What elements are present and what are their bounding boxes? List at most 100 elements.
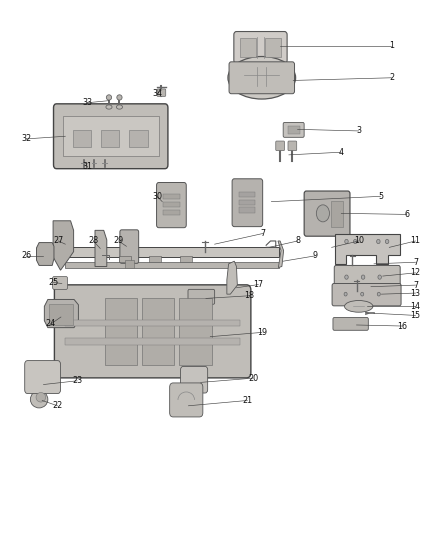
Bar <box>239 191 255 197</box>
Text: 25: 25 <box>48 278 58 287</box>
Ellipse shape <box>117 105 123 109</box>
FancyBboxPatch shape <box>25 361 60 393</box>
Text: 17: 17 <box>253 280 263 289</box>
FancyBboxPatch shape <box>304 191 350 236</box>
Text: 31: 31 <box>82 162 92 171</box>
Ellipse shape <box>378 275 381 279</box>
Text: 30: 30 <box>152 192 162 201</box>
FancyBboxPatch shape <box>157 89 166 96</box>
Text: 29: 29 <box>113 237 124 246</box>
Text: 14: 14 <box>410 302 420 311</box>
Bar <box>65 247 279 257</box>
Ellipse shape <box>117 95 122 100</box>
Ellipse shape <box>377 239 380 244</box>
Polygon shape <box>44 300 78 328</box>
Ellipse shape <box>30 391 48 408</box>
Text: 27: 27 <box>53 237 64 246</box>
FancyBboxPatch shape <box>333 318 368 330</box>
FancyBboxPatch shape <box>283 123 304 138</box>
Text: 2: 2 <box>389 73 394 82</box>
Text: 3: 3 <box>356 126 361 135</box>
Bar <box>119 256 131 262</box>
Text: 7: 7 <box>260 229 265 238</box>
FancyBboxPatch shape <box>288 141 297 151</box>
Bar <box>265 38 282 56</box>
FancyBboxPatch shape <box>54 285 251 378</box>
Bar <box>180 256 192 262</box>
Ellipse shape <box>228 56 296 99</box>
Ellipse shape <box>345 301 373 312</box>
Polygon shape <box>335 233 400 264</box>
FancyBboxPatch shape <box>120 230 139 263</box>
Bar <box>142 298 174 365</box>
Text: 33: 33 <box>82 98 92 107</box>
Ellipse shape <box>385 239 389 244</box>
Bar <box>239 207 255 213</box>
Text: 1: 1 <box>389 42 394 51</box>
Ellipse shape <box>316 205 329 222</box>
Text: 5: 5 <box>378 192 383 201</box>
Ellipse shape <box>360 292 364 296</box>
Ellipse shape <box>345 275 348 279</box>
Bar <box>105 298 138 365</box>
Bar <box>163 201 180 207</box>
FancyBboxPatch shape <box>156 182 186 228</box>
Text: 8: 8 <box>295 237 300 246</box>
FancyBboxPatch shape <box>180 367 208 393</box>
Bar <box>130 130 148 147</box>
Text: 10: 10 <box>354 237 364 246</box>
FancyBboxPatch shape <box>170 383 203 417</box>
Ellipse shape <box>353 239 357 244</box>
Text: 12: 12 <box>410 269 420 277</box>
Text: 23: 23 <box>72 376 82 385</box>
Text: 7: 7 <box>413 280 418 289</box>
Text: 6: 6 <box>404 210 409 219</box>
Text: 22: 22 <box>52 401 63 410</box>
Polygon shape <box>95 230 107 266</box>
Ellipse shape <box>361 275 365 279</box>
FancyBboxPatch shape <box>332 284 401 306</box>
Bar <box>65 338 240 345</box>
Bar <box>63 116 159 157</box>
Bar <box>101 130 120 147</box>
Text: 19: 19 <box>257 328 267 337</box>
Bar <box>65 320 240 326</box>
Text: 32: 32 <box>21 134 31 143</box>
Text: 13: 13 <box>410 288 420 297</box>
Text: 34: 34 <box>152 89 162 98</box>
Bar <box>49 304 73 325</box>
Text: 28: 28 <box>88 237 98 246</box>
Bar <box>125 260 134 268</box>
FancyBboxPatch shape <box>53 104 168 168</box>
Text: 18: 18 <box>244 291 254 300</box>
Bar <box>239 199 255 205</box>
Bar <box>163 209 180 215</box>
Polygon shape <box>53 221 74 270</box>
Ellipse shape <box>106 105 112 109</box>
FancyBboxPatch shape <box>188 289 215 304</box>
Polygon shape <box>278 241 284 268</box>
Bar <box>73 130 91 147</box>
Polygon shape <box>227 261 237 294</box>
Text: 9: 9 <box>312 252 318 260</box>
FancyBboxPatch shape <box>229 62 294 94</box>
Bar <box>331 201 343 227</box>
Ellipse shape <box>36 392 46 402</box>
Bar <box>65 262 279 268</box>
Bar <box>179 298 212 365</box>
Bar <box>149 256 161 262</box>
FancyBboxPatch shape <box>232 179 263 227</box>
Text: 20: 20 <box>248 374 258 383</box>
Text: 16: 16 <box>397 321 407 330</box>
Text: 4: 4 <box>339 148 344 157</box>
FancyBboxPatch shape <box>276 141 285 151</box>
Text: 24: 24 <box>46 319 56 328</box>
Ellipse shape <box>345 239 348 244</box>
Bar <box>163 193 180 199</box>
FancyBboxPatch shape <box>234 31 287 63</box>
Text: 7: 7 <box>413 258 418 266</box>
Ellipse shape <box>106 95 112 100</box>
Text: 26: 26 <box>21 252 31 260</box>
FancyBboxPatch shape <box>334 265 400 290</box>
Text: 15: 15 <box>410 311 420 320</box>
